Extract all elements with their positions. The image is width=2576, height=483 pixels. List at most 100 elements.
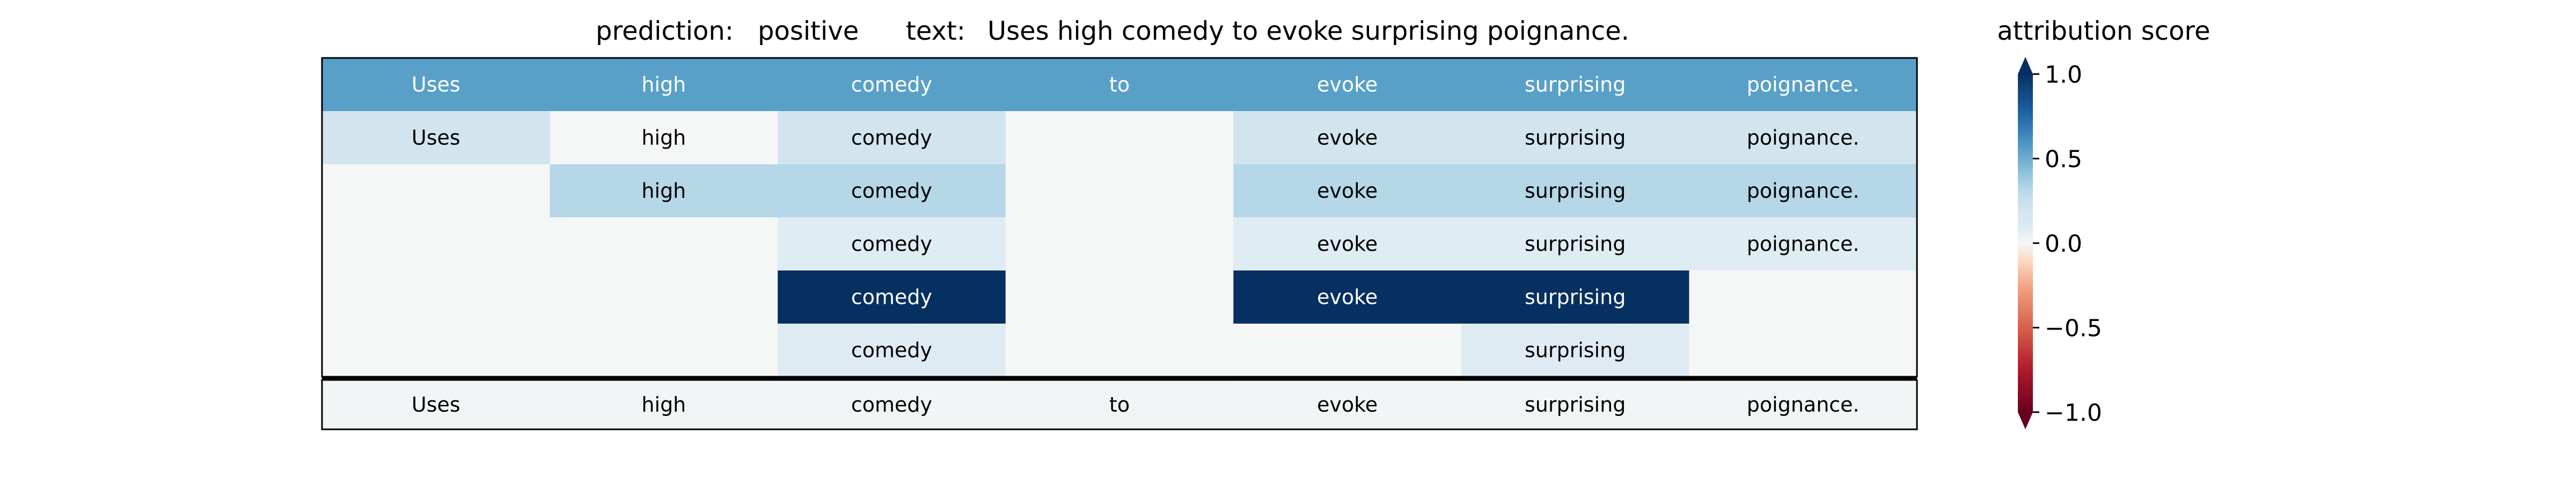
heatmap-cell-label: surprising: [1525, 232, 1626, 256]
heatmap-cell-labels: Uses high comedy to evoke surprising poignance…: [412, 73, 1860, 362]
heatmap-cell-label: comedy: [851, 73, 932, 97]
heatmap-cell: [778, 324, 1006, 377]
heatmap-cells: [322, 58, 1918, 377]
heatmap-cell-label: comedy: [851, 232, 932, 256]
heatmap-cell: [1461, 58, 1690, 112]
heatmap-cell: [322, 111, 551, 165]
heatmap-cell: [1461, 217, 1690, 271]
heatmap-cell: [778, 270, 1006, 324]
colorbar-label: attribution score: [1997, 16, 2210, 46]
summary-token-label: Uses: [412, 393, 460, 416]
colorbar: attribution score 1.0 0.5 0.0 −0.5 −1.0: [1997, 16, 2211, 429]
heatmap-cell-label: evoke: [1317, 73, 1378, 97]
heatmap-cell: [550, 324, 778, 377]
heatmap-cell: [322, 164, 551, 218]
summary-row-cells: [322, 380, 1918, 429]
heatmap-cell: [1233, 324, 1462, 377]
heatmap-cell-label: to: [1109, 73, 1130, 97]
colorbar-extend-min: [2018, 412, 2033, 429]
heatmap-cell-label: poignance.: [1747, 73, 1860, 97]
heatmap-cell: [1689, 111, 1918, 165]
summary-token-label: evoke: [1317, 393, 1378, 416]
colorbar-tick-label: 0.5: [2045, 146, 2082, 173]
heatmap-cell: [322, 324, 551, 377]
heatmap-cell-label: high: [641, 126, 686, 150]
heatmap-cell: [1461, 270, 1690, 324]
heatmap-cell-label: evoke: [1317, 286, 1378, 309]
summary-cell: [550, 380, 778, 429]
heatmap-cell: [1233, 111, 1462, 165]
colorbar-gradient: [2018, 74, 2033, 412]
summary-token-label: poignance.: [1747, 393, 1860, 416]
prediction-value: positive: [758, 16, 859, 46]
colorbar-tick-label: −0.5: [2045, 315, 2102, 342]
summary-token-label: to: [1109, 393, 1130, 416]
summary-cell: [322, 380, 551, 429]
heatmap-cell: [1233, 164, 1462, 218]
colorbar-tick-label: 1.0: [2045, 61, 2082, 89]
summary-cell: [778, 380, 1006, 429]
heatmap-cell: [1461, 324, 1690, 377]
heatmap-cell: [778, 111, 1006, 165]
heatmap-cell: [1005, 164, 1234, 218]
summary-cell: [1005, 380, 1234, 429]
heatmap-frame: [321, 57, 1918, 430]
colorbar-ticks: 1.0 0.5 0.0 −0.5 −1.0: [2033, 61, 2102, 427]
heatmap-cell-label: evoke: [1317, 179, 1378, 203]
summary-row-labels: Uses high comedy to evoke surprising poignance…: [412, 393, 1860, 416]
heatmap-cell-label: surprising: [1525, 339, 1626, 362]
heatmap-cell-label: poignance.: [1747, 126, 1860, 150]
text-value: Uses high comedy to evoke surprising poi…: [987, 16, 1629, 46]
heatmap-cell-label: Uses: [412, 73, 460, 97]
figure-title: prediction: positive text: Uses high com…: [596, 16, 1629, 46]
heatmap-cell: [550, 164, 778, 218]
summary-token-label: surprising: [1525, 393, 1626, 416]
heatmap-cell: [550, 270, 778, 324]
heatmap-cell: [1461, 111, 1690, 165]
heatmap-cell: [322, 58, 551, 112]
heatmap-cell-label: surprising: [1525, 179, 1626, 203]
heatmap-cell-label: surprising: [1525, 286, 1626, 309]
heatmap-cell-label: comedy: [851, 286, 932, 309]
heatmap-cell-label: poignance.: [1747, 232, 1860, 256]
heatmap-cell-label: comedy: [851, 126, 932, 150]
heatmap-cell: [1689, 324, 1918, 377]
text-label: text:: [906, 16, 965, 46]
colorbar-body: [2018, 57, 2033, 429]
heatmap-cell-label: Uses: [412, 126, 460, 150]
heatmap-cell: [1005, 324, 1234, 377]
heatmap-cell: [778, 164, 1006, 218]
heatmap-cell: [1005, 217, 1234, 271]
colorbar-tick-label: 0.0: [2045, 230, 2082, 258]
summary-cell: [1689, 380, 1918, 429]
heatmap-cell: [550, 111, 778, 165]
heatmap-cell: [550, 58, 778, 112]
heatmap-cell: [550, 217, 778, 271]
summary-cell: [1461, 380, 1690, 429]
heatmap-cell: [1689, 58, 1918, 112]
heatmap-cell-label: evoke: [1317, 126, 1378, 150]
heatmap-cell: [1005, 58, 1234, 112]
summary-token-label: high: [641, 393, 686, 416]
summary-cell: [1233, 380, 1462, 429]
heatmap-cell: [1461, 164, 1690, 218]
heatmap-cell: [1233, 270, 1462, 324]
colorbar-tick-label: −1.0: [2045, 399, 2102, 427]
heatmap-cell-label: high: [641, 73, 686, 97]
heatmap-cell: [1005, 111, 1234, 165]
heatmap-cell: [1689, 164, 1918, 218]
heatmap-cell-label: comedy: [851, 179, 932, 203]
heatmap-cell-label: evoke: [1317, 232, 1378, 256]
heatmap-cell-label: high: [641, 179, 686, 203]
heatmap-cell-label: poignance.: [1747, 179, 1860, 203]
heatmap-cell: [1233, 58, 1462, 112]
heatmap-cell-label: surprising: [1525, 73, 1626, 97]
heatmap-cell: [322, 217, 551, 271]
heatmap-cell: [1689, 217, 1918, 271]
heatmap-cell: [778, 217, 1006, 271]
heatmap-cell: [1233, 217, 1462, 271]
heatmap-cell-label: comedy: [851, 339, 932, 362]
prediction-label: prediction:: [596, 16, 734, 46]
heatmap-cell: [1689, 270, 1918, 324]
heatmap-cell: [778, 58, 1006, 112]
